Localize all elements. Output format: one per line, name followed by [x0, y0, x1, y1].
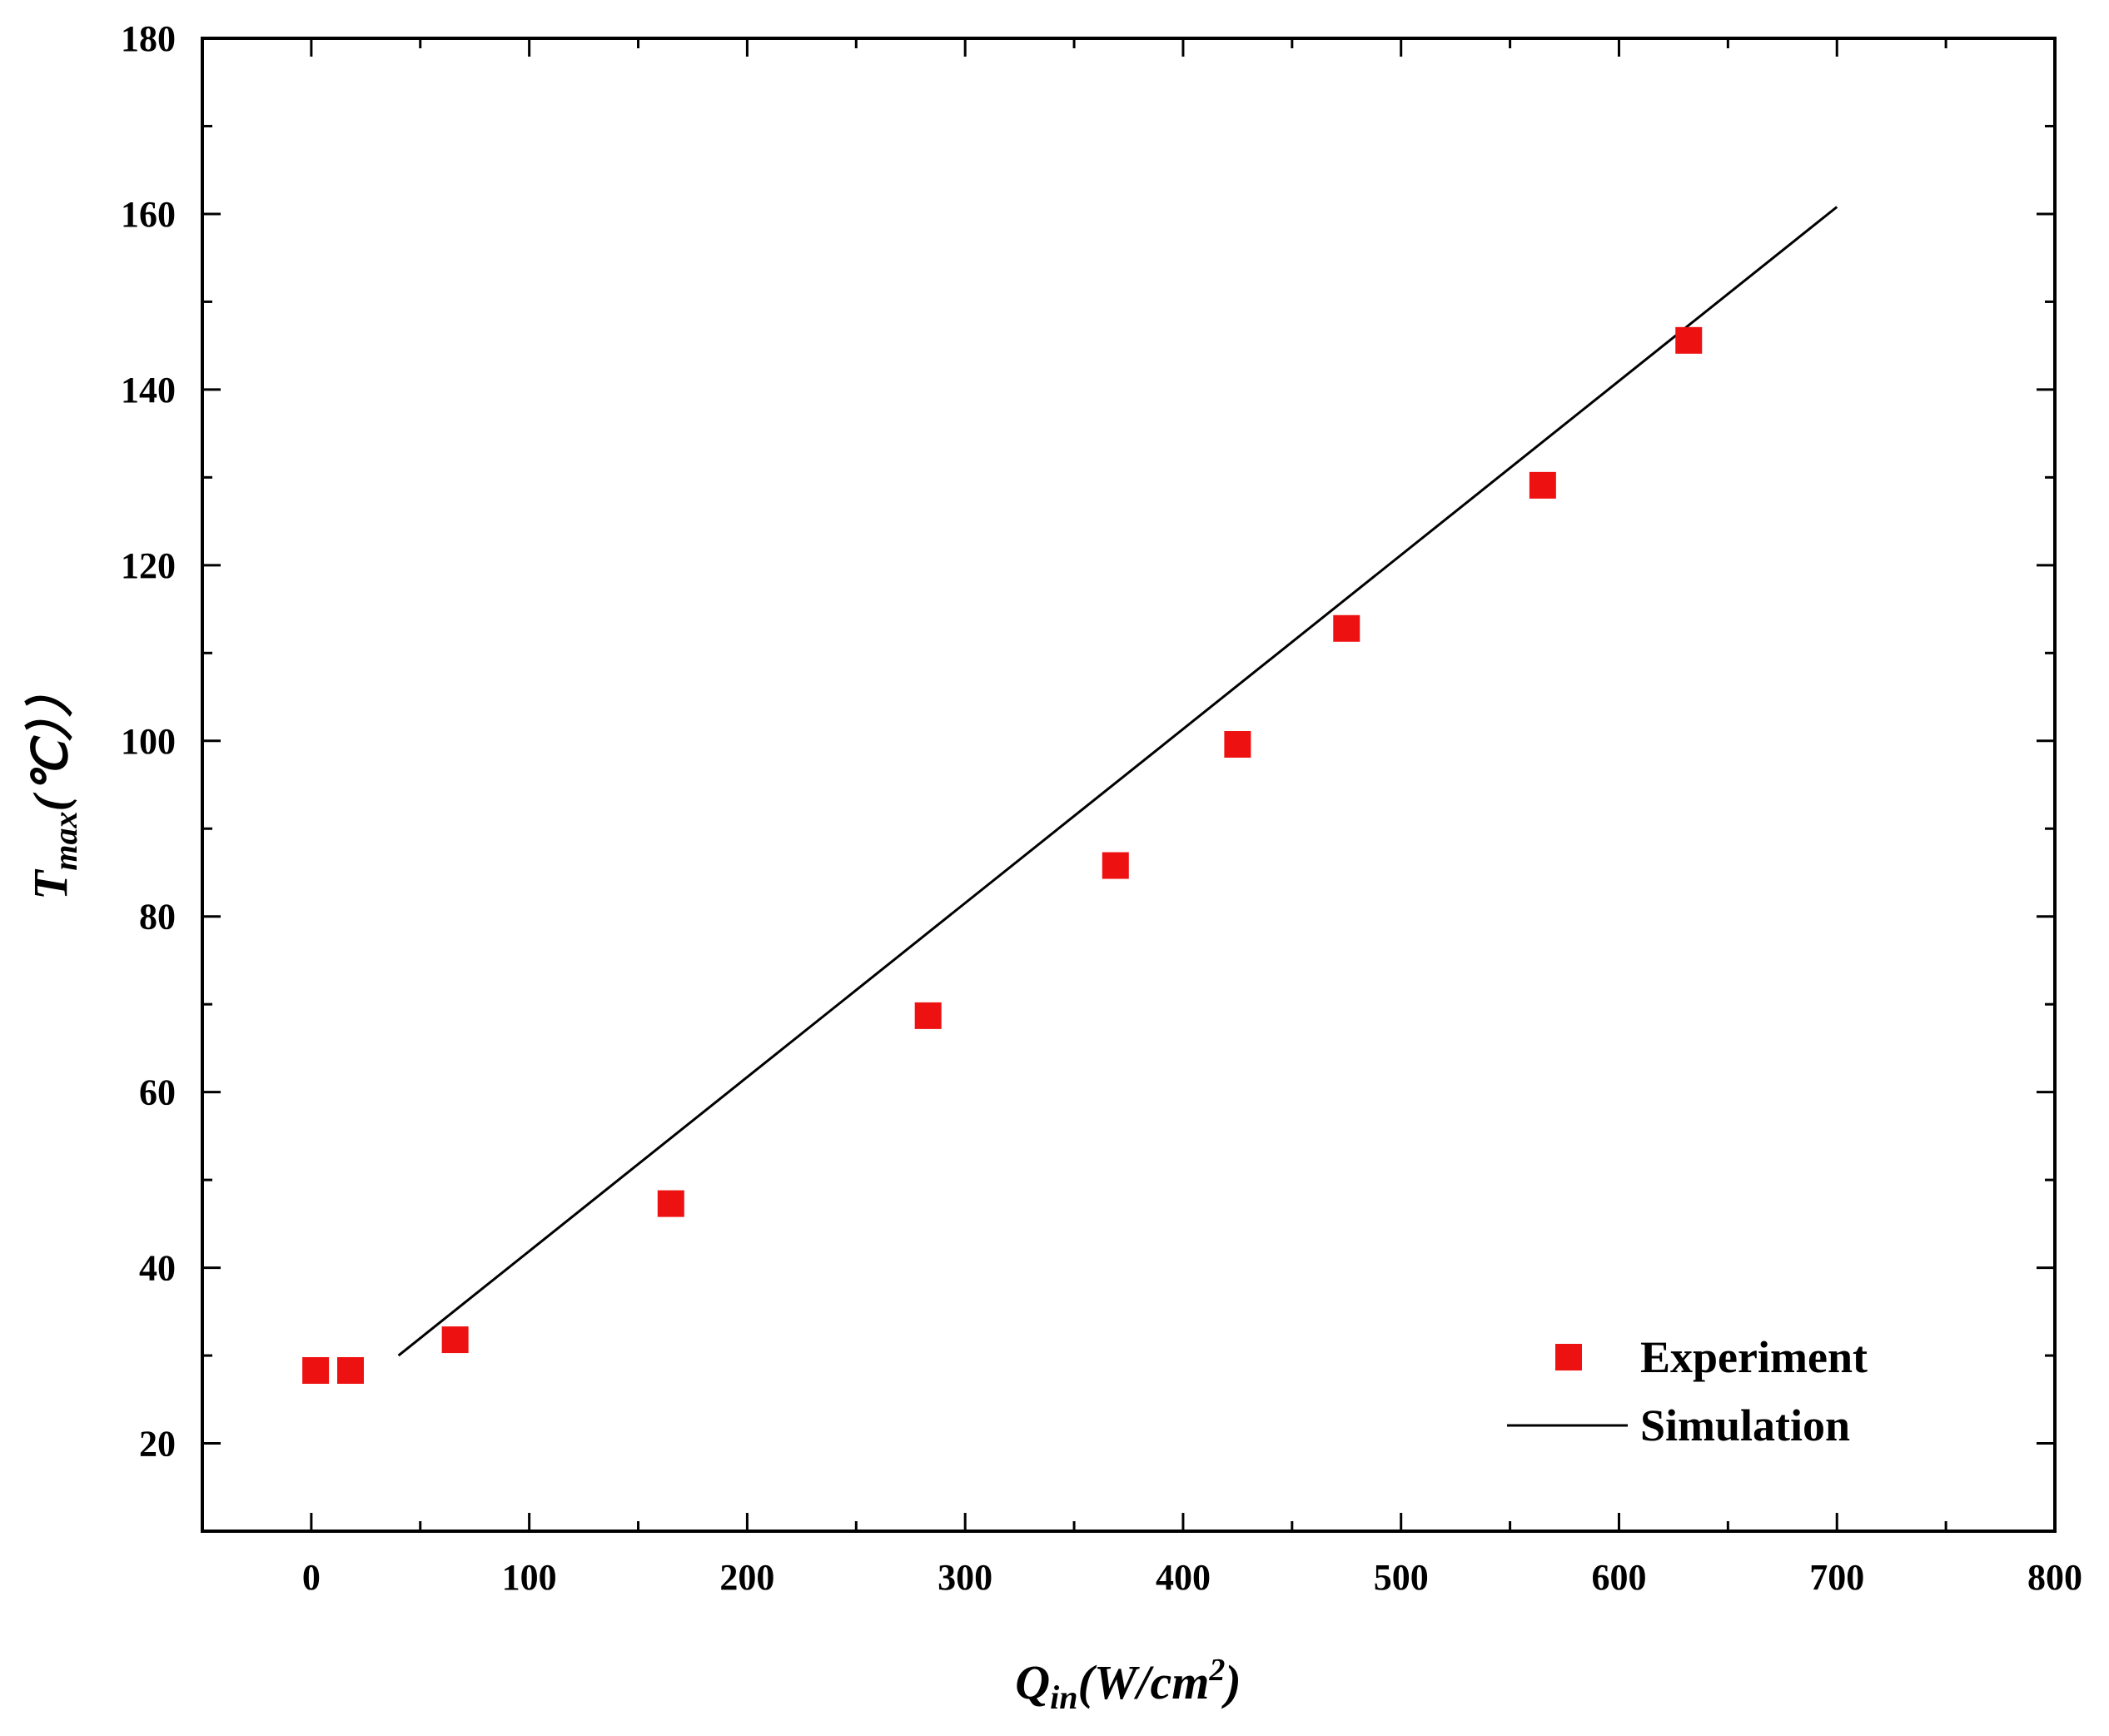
experiment-point: [657, 1190, 684, 1217]
x-tick-label: 600: [1591, 1557, 1646, 1598]
y-tick-label: 80: [139, 897, 176, 938]
plot-frame: [201, 37, 2057, 1533]
y-axis-title-sub: max: [47, 811, 84, 870]
x-tick-labels: 0 100 200 300 400 500 600 700 800: [302, 1557, 2082, 1598]
x-tick-label: 500: [1374, 1557, 1429, 1598]
experiment-point: [337, 1356, 364, 1384]
legend-label-experiment: Experiment: [1640, 1332, 1868, 1382]
y-axis-title-main: T: [23, 868, 77, 900]
experiment-point: [1102, 852, 1129, 879]
y-tick-label: 20: [139, 1424, 176, 1465]
y-tick-label: 180: [121, 18, 176, 59]
y-tick-label: 140: [121, 370, 176, 410]
experiment-point: [914, 1002, 942, 1029]
x-axis-title: Qin(W/cm2): [1015, 1653, 1241, 1716]
x-tick-label: 700: [1809, 1557, 1864, 1598]
x-axis-title-unit: (W/cm: [1078, 1655, 1210, 1709]
y-tick-label: 120: [121, 545, 176, 586]
y-axis-title-unit: (℃））: [23, 669, 77, 811]
x-tick-label: 400: [1156, 1557, 1211, 1598]
experiment-point: [1675, 326, 1703, 354]
y-tick-label: 40: [139, 1248, 176, 1289]
y-tick-label: 60: [139, 1072, 176, 1113]
experiment-point: [1224, 730, 1251, 758]
x-tick-label: 0: [302, 1557, 321, 1598]
experiment-point: [441, 1326, 469, 1354]
x-tick-label: 100: [502, 1557, 557, 1598]
legend-label-simulation: Simulation: [1640, 1400, 1850, 1450]
experiment-point: [302, 1356, 330, 1384]
y-tick-label: 100: [121, 721, 176, 762]
x-axis-title-main: Q: [1015, 1655, 1050, 1709]
legend-marker-experiment: [1555, 1344, 1582, 1370]
y-axis-title: Tmax(℃））: [23, 669, 84, 900]
experiment-point: [1529, 471, 1556, 499]
legend: Experiment Simulation: [1507, 1332, 1868, 1450]
simulation-line: [397, 206, 1838, 1357]
y-tick-labels: 20 40 60 80 100 120 140 160 180: [121, 18, 176, 1465]
x-axis-title-close: ): [1221, 1655, 1241, 1709]
experiment-point: [1333, 614, 1360, 642]
x-axis-title-sub: in: [1050, 1679, 1077, 1716]
x-axis-title-sup: 2: [1208, 1653, 1225, 1688]
x-tick-label: 300: [938, 1557, 992, 1598]
series-layer: [302, 206, 1838, 1384]
axis-ticks: [201, 37, 2057, 1533]
x-tick-label: 200: [719, 1557, 774, 1598]
x-tick-label: 800: [2027, 1557, 2082, 1598]
y-tick-label: 160: [121, 194, 176, 235]
